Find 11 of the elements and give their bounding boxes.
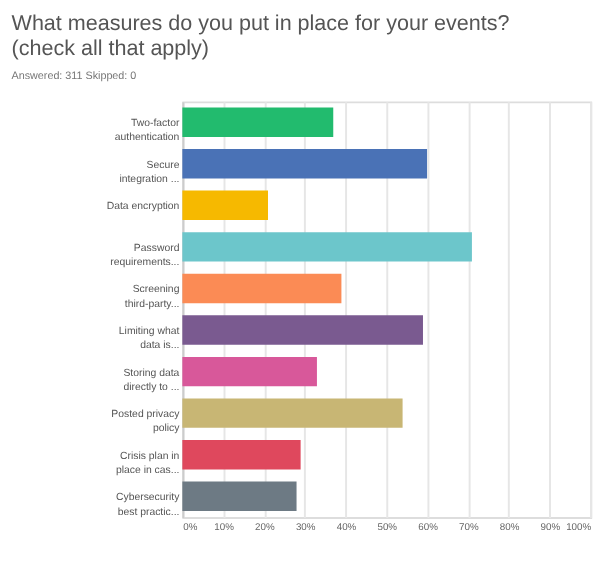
chart-title: What measures do you put in place for your events? (check all that apply) — [11, 11, 510, 62]
bar — [182, 440, 301, 470]
bar — [182, 232, 472, 262]
bar — [182, 190, 268, 221]
bar — [182, 107, 334, 137]
bar — [182, 149, 428, 179]
bar — [182, 356, 317, 387]
bar — [182, 273, 342, 304]
bar — [182, 315, 423, 345]
bar — [182, 481, 297, 511]
bar — [182, 398, 403, 428]
